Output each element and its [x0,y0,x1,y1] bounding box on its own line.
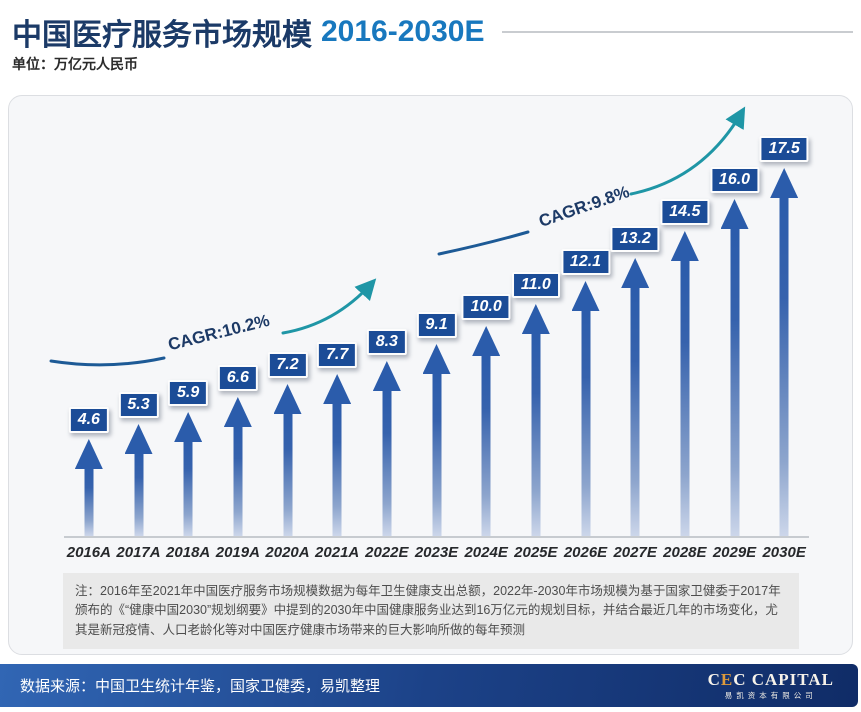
arrow-head [770,168,799,198]
arrow-bar-2018A: 5.9 [168,380,209,536]
x-axis-label: 2019A [215,544,260,561]
arrow-head [273,384,302,414]
source-text: 数据来源：中国卫生统计年鉴，国家卫健委，易凯整理 [20,678,381,695]
arrow-head [74,439,103,469]
x-axis-label: 2027E [613,544,657,561]
value-label: 8.3 [366,329,407,355]
note-box: 注：2016年至2021年中国医疗服务市场规模数据为每年卫生健康支出总额，202… [63,573,799,650]
arrow-stem [630,286,640,536]
arrow-stem [233,425,243,536]
x-axis-label: 2023E [414,544,459,561]
arrow-head [223,397,252,427]
value-label: 7.2 [267,352,308,378]
arrow-stem [680,259,690,536]
x-axis-label: 2030E [762,544,806,561]
arrow-head [670,231,699,261]
x-axis-label: 2020A [265,544,310,561]
arrow-head [124,424,153,454]
arrow-bar-2019A: 6.6 [217,365,258,536]
unit-label: 单位：万亿元人民币 [12,56,138,72]
arrow-head [372,361,401,391]
arrow-stem [432,372,441,536]
arrow-stem [581,309,590,536]
x-axis-label: 2022E [365,544,409,561]
arrow-bar-2022E: 8.3 [366,329,407,536]
arrow-bar-2024E: 10.0 [461,294,511,536]
arrow-stem [332,402,342,536]
arrow-bar-2028E: 14.5 [660,199,710,536]
arrow-stem [134,452,143,536]
title-divider-line [502,31,853,33]
x-axis-label: 2021A [315,544,360,561]
value-label: 5.3 [118,392,159,418]
value-label: 13.2 [610,226,660,252]
x-axis: 2016A 2017A 2018A 2019A 2020A 2021A 2022E 2023E… [64,544,809,568]
value-label: 17.5 [759,136,809,162]
arrow-bar-2020A: 7.2 [267,352,308,536]
header: 中国医疗服务市场规模 2016-2030E [12,10,853,54]
arrow-bar-2025E: 11.0 [511,272,560,536]
value-label: 12.1 [560,249,611,275]
chart-panel: CAGR:10.2% CAGR:9.8% 4.6 5.3 5.9 6.6 7.2 7.7 8… [8,95,853,655]
arrow-stem [183,440,193,536]
arrow-head [571,281,600,311]
arrow-bar-2026E: 12.1 [560,249,611,536]
x-axis-label: 2025E [514,544,558,561]
value-label: 16.0 [709,167,760,193]
arrow-bar-2017A: 5.3 [118,392,159,536]
arrow-head [472,326,501,356]
footer-bar: 数据来源：中国卫生统计年鉴，国家卫健委，易凯整理 CEC CAPITAL 易凯资… [0,664,858,707]
x-axis-label: 2029E [712,544,757,561]
arrow-bar-2030E: 17.5 [759,136,809,536]
value-label: 6.6 [217,365,258,391]
arrow-bar-2029E: 16.0 [709,167,760,536]
value-label: 10.0 [461,294,511,320]
arrow-head [621,258,650,288]
value-label: 14.5 [660,199,710,225]
x-axis-label: 2024E [464,544,508,561]
arrow-stem [730,227,739,536]
x-axis-label: 2017A [116,544,161,561]
logo-subtext: 易凯资本有限公司 [724,690,817,700]
arrow-stem [481,354,491,536]
arrow-stem [531,332,541,536]
x-axis-label: 2028E [663,544,707,561]
value-label: 4.6 [68,407,109,433]
logo-wordmark: CEC CAPITAL [707,670,834,690]
arrow-head [323,374,352,404]
arrow-head [174,412,203,442]
x-axis-label: 2026E [563,544,608,561]
plot-area: 4.6 5.3 5.9 6.6 7.2 7.7 8.3 9.1 10.0 11.0 12.1 13.2… [64,96,809,538]
arrow-bar-2016A: 4.6 [68,407,109,536]
arrow-bar-2027E: 13.2 [610,226,660,536]
arrow-stem [84,467,94,536]
page-title-range: 2016-2030E [321,15,485,48]
page-title: 中国医疗服务市场规模 [12,19,312,52]
arrow-bar-2023E: 9.1 [416,312,457,536]
value-label: 11.0 [511,272,560,298]
arrow-stem [382,389,392,536]
arrow-stem [283,412,292,536]
arrow-head [422,344,451,374]
x-axis-label: 2016A [66,544,111,561]
cec-capital-logo: CEC CAPITAL 易凯资本有限公司 [707,670,834,700]
value-label: 7.7 [317,342,358,368]
arrow-stem [779,196,789,536]
value-label: 5.9 [168,380,209,406]
arrow-head [720,199,749,229]
arrow-head [521,304,550,334]
arrow-bar-2021A: 7.7 [317,342,358,536]
value-label: 9.1 [416,312,457,338]
x-axis-label: 2018A [166,544,211,561]
